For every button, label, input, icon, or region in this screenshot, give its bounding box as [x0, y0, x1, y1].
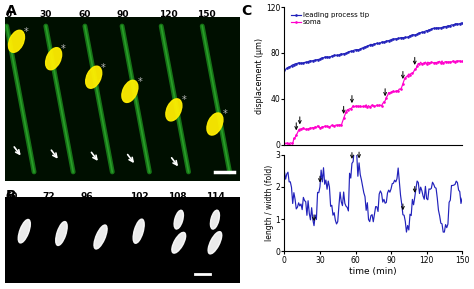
Ellipse shape: [174, 210, 183, 229]
Ellipse shape: [207, 113, 223, 135]
soma: [391, 89, 396, 93]
leading process tip: [394, 37, 400, 41]
Ellipse shape: [94, 225, 107, 249]
Text: *: *: [222, 110, 227, 119]
Line: soma: soma: [284, 60, 463, 144]
Text: *: *: [24, 27, 28, 37]
soma: [458, 60, 464, 63]
Y-axis label: displacement (μm): displacement (μm): [255, 38, 264, 114]
Text: 102: 102: [130, 192, 149, 201]
soma: [290, 142, 296, 145]
soma: [282, 142, 287, 145]
Legend: leading process tip, soma: leading process tip, soma: [288, 9, 372, 28]
leading process tip: [344, 51, 350, 55]
Text: *: *: [61, 44, 66, 54]
soma: [369, 103, 375, 107]
Ellipse shape: [166, 99, 182, 121]
Text: 150: 150: [197, 10, 216, 19]
soma: [456, 59, 462, 63]
Text: A: A: [6, 4, 17, 18]
soma: [407, 73, 413, 76]
Ellipse shape: [208, 231, 222, 254]
Ellipse shape: [46, 48, 62, 70]
leading process tip: [390, 38, 395, 41]
Line: leading process tip: leading process tip: [284, 22, 463, 71]
leading process tip: [406, 35, 411, 38]
Ellipse shape: [122, 80, 138, 102]
Text: 120: 120: [159, 10, 178, 19]
leading process tip: [282, 68, 287, 72]
Ellipse shape: [86, 66, 102, 88]
leading process tip: [456, 22, 462, 26]
Ellipse shape: [210, 210, 219, 229]
X-axis label: time (min): time (min): [349, 267, 397, 276]
Text: B: B: [6, 189, 16, 203]
Text: 60: 60: [78, 10, 91, 19]
Ellipse shape: [133, 219, 144, 243]
Ellipse shape: [9, 30, 25, 52]
Y-axis label: length / width (fold): length / width (fold): [265, 165, 274, 241]
Text: 72: 72: [43, 192, 55, 201]
Ellipse shape: [172, 232, 186, 253]
Ellipse shape: [56, 222, 67, 245]
Text: *: *: [181, 95, 186, 105]
Text: *: *: [101, 63, 106, 73]
Ellipse shape: [18, 219, 30, 243]
soma: [395, 89, 401, 92]
Text: 108: 108: [168, 192, 187, 201]
Text: 114: 114: [206, 192, 225, 201]
soma: [346, 108, 351, 111]
Text: 96: 96: [81, 192, 93, 201]
Text: 30: 30: [40, 10, 52, 19]
Text: C: C: [241, 4, 251, 18]
leading process tip: [368, 42, 374, 46]
Text: 0: 0: [6, 10, 11, 19]
leading process tip: [459, 21, 465, 25]
Text: *: *: [137, 77, 142, 87]
Text: 90: 90: [116, 10, 128, 19]
soma: [459, 60, 465, 63]
Text: 60: 60: [6, 192, 18, 201]
